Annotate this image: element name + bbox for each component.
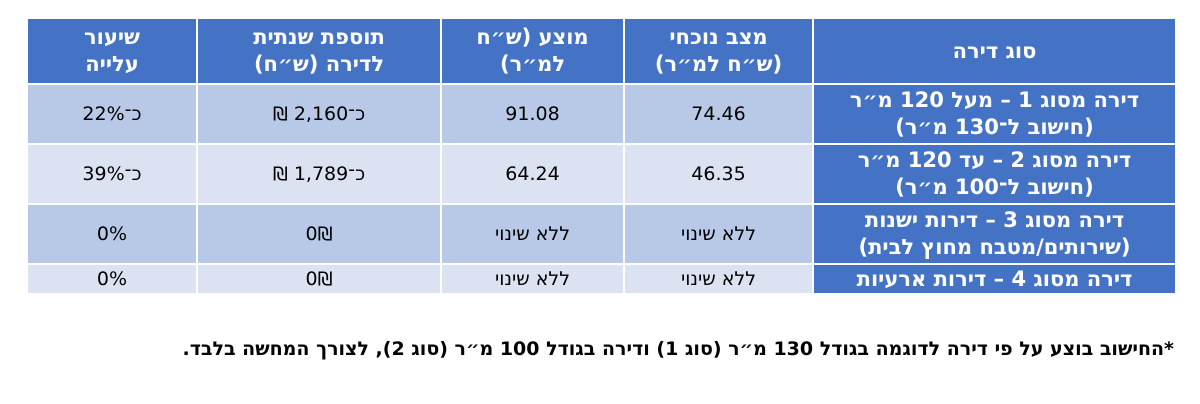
- row-apartment-type: דירה מסוג 2 – עד 120 מ״ר (חישוב ל־100 מ״ר…: [812, 143, 1177, 205]
- table-row: דירה מסוג 4 – דירות ארעיות ללא שינוי ללא…: [26, 263, 1177, 295]
- cell-proposed: ללא שינוי: [440, 263, 625, 295]
- table-row: דירה מסוג 2 – עד 120 מ״ר (חישוב ל־100 מ״ר…: [26, 143, 1177, 205]
- header-current-state: מצב נוכחי (ש״ח למ״ר): [623, 17, 814, 85]
- cell-increase-rate: 0%: [26, 203, 198, 265]
- cell-increase-rate: כ־39%: [26, 143, 198, 205]
- cell-increase-rate: 0%: [26, 263, 198, 295]
- arnona-rates-table: סוג דירה מצב נוכחי (ש״ח למ״ר) מוצע (ש״ח למ…: [26, 17, 1177, 295]
- cell-current: ללא שינוי: [623, 203, 814, 265]
- cell-current: 74.46: [623, 83, 814, 145]
- cell-current: ללא שינוי: [623, 263, 814, 295]
- footnote: *החישוב בוצע על פי דירה לדוגמה בגודל 130…: [182, 338, 1174, 360]
- cell-annual-addition: כ־1,789 ₪: [196, 143, 442, 205]
- row-apartment-type: דירה מסוג 3 – דירות ישנות (שירותים/מטבח מ…: [812, 203, 1177, 265]
- cell-proposed: 91.08: [440, 83, 625, 145]
- row-apartment-type: דירה מסוג 4 – דירות ארעיות: [812, 263, 1177, 295]
- cell-increase-rate: כ־22%: [26, 83, 198, 145]
- header-apartment-type: סוג דירה: [812, 17, 1177, 85]
- header-annual-addition: תוספת שנתית לדירה (ש״ח): [196, 17, 442, 85]
- table-row: דירה מסוג 1 – מעל 120 מ״ר (חישוב ל־130 מ״…: [26, 83, 1177, 145]
- row-apartment-type: דירה מסוג 1 – מעל 120 מ״ר (חישוב ל־130 מ״…: [812, 83, 1177, 145]
- cell-annual-addition: 0₪: [196, 263, 442, 295]
- table-header-row: סוג דירה מצב נוכחי (ש״ח למ״ר) מוצע (ש״ח למ…: [26, 17, 1177, 85]
- header-increase-rate: שיעור עלייה: [26, 17, 198, 85]
- cell-annual-addition: כ־2,160 ₪: [196, 83, 442, 145]
- cell-current: 46.35: [623, 143, 814, 205]
- header-proposed: מוצע (ש״ח למ״ר): [440, 17, 625, 85]
- cell-proposed: 64.24: [440, 143, 625, 205]
- table-row: דירה מסוג 3 – דירות ישנות (שירותים/מטבח מ…: [26, 203, 1177, 265]
- cell-proposed: ללא שינוי: [440, 203, 625, 265]
- cell-annual-addition: 0₪: [196, 203, 442, 265]
